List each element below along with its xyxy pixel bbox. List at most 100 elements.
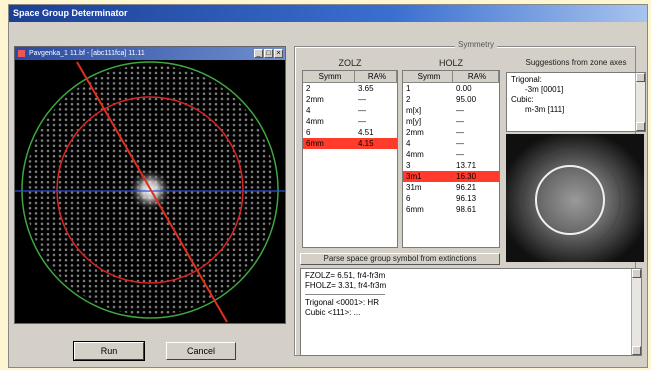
suggestion-line[interactable]: -3m [0001] — [525, 85, 564, 94]
symm-cell: 3m1 — [406, 172, 422, 181]
output-line: FHOLZ= 3.31, fr4-fr3m — [305, 281, 387, 290]
table-row[interactable]: 3 13.71 — [403, 160, 499, 171]
minimize-icon[interactable]: _ — [254, 49, 263, 58]
symm-cell: 3 — [406, 161, 411, 170]
output-line: Trigonal <0001>: HR — [305, 298, 379, 307]
symm-cell: 4mm — [306, 117, 324, 126]
ra-cell: — — [358, 106, 366, 115]
ra-cell: 16.30 — [456, 172, 477, 181]
close-icon[interactable]: × — [274, 49, 283, 58]
symm-cell: 2mm — [306, 95, 324, 104]
ra-cell: 13.71 — [456, 161, 477, 170]
ra-cell: 4.15 — [358, 139, 374, 148]
table-row[interactable]: m[y] — — [403, 116, 499, 127]
suggestions-list[interactable]: Trigonal: -3m [0001] Cubic: m-3m [111] — [506, 72, 646, 132]
column-header[interactable]: Symm — [303, 71, 355, 82]
outer-ring — [21, 61, 279, 319]
symm-cell: m[x] — [406, 106, 422, 115]
scroll-up-icon[interactable] — [632, 269, 641, 278]
symmetry-group-legend: Symmetry — [455, 40, 497, 49]
table-row[interactable]: 2mm — — [303, 94, 397, 105]
symm-cell: 1 — [406, 84, 411, 93]
ra-cell: 4.51 — [358, 128, 374, 137]
ra-cell: — — [456, 117, 464, 126]
suggestion-line[interactable]: m-3m [111] — [525, 105, 565, 114]
parse-space-group-button[interactable]: Parse space group symbol from extinction… — [300, 253, 500, 265]
symm-cell: 6mm — [306, 139, 324, 148]
symm-cell: 4 — [306, 106, 311, 115]
ra-cell: — — [456, 128, 464, 137]
ra-cell: — — [456, 150, 464, 159]
holz-title: HOLZ — [438, 58, 463, 68]
pattern-window-title: Pavgenka_1 11.bf - [abc111fca] 11.11 — [15, 47, 285, 60]
zone-ring — [535, 165, 605, 235]
table-row[interactable]: 4— — [403, 138, 499, 149]
table-row[interactable]: 3m1 16.30 — [403, 171, 499, 182]
pattern-window[interactable]: Pavgenka_1 11.bf - [abc111fca] 11.11 _ □… — [14, 46, 286, 324]
scroll-down-icon[interactable] — [632, 346, 641, 355]
table-row[interactable]: 6 96.13 — [403, 193, 499, 204]
table-row[interactable]: 6 4.51 — [303, 127, 397, 138]
suggestions-scrollbar[interactable] — [635, 73, 645, 131]
divider — [305, 294, 385, 295]
output-text[interactable]: FZOLZ= 6.51, fr4-fr3m FHOLZ= 3.31, fr4-f… — [300, 268, 642, 356]
mirror-line[interactable] — [76, 61, 228, 323]
zone-axis-image — [506, 134, 644, 262]
cancel-button[interactable]: Cancel — [166, 342, 236, 360]
symm-cell: 4mm — [406, 150, 424, 159]
window-controls: _ □ × — [254, 49, 283, 58]
ra-cell: 96.13 — [456, 194, 477, 203]
app-icon — [18, 50, 25, 57]
table-row[interactable]: 6mm 98.61 — [403, 204, 499, 215]
column-header[interactable]: Symm — [403, 71, 453, 82]
symm-cell: 6mm — [406, 205, 424, 214]
symm-cell: m[y] — [406, 117, 422, 126]
symm-cell: 6 — [306, 128, 311, 137]
symm-cell: 31m — [406, 183, 422, 192]
holz-table[interactable]: Symm RA% 1 0.00 2 95.00 m[x] — m[y] —2mm —4—4mm —… — [402, 70, 500, 248]
ra-cell: 3.65 — [358, 84, 374, 93]
symm-cell: 6 — [406, 194, 411, 203]
table-row[interactable]: 2 3.65 — [303, 83, 397, 94]
ra-cell: 95.00 — [456, 95, 477, 104]
maximize-icon[interactable]: □ — [264, 49, 273, 58]
column-header[interactable]: RA% — [453, 71, 499, 82]
symm-cell: 2mm — [406, 128, 424, 137]
ra-cell: — — [358, 117, 366, 126]
window-title: Space Group Determinator — [9, 5, 647, 22]
diffraction-pattern[interactable] — [15, 60, 285, 323]
zolz-title: ZOLZ — [338, 58, 362, 68]
run-button[interactable]: Run — [73, 341, 145, 361]
pattern-window-title-text: Pavgenka_1 11.bf - [abc111fca] 11.11 — [29, 50, 145, 57]
table-row[interactable]: 2mm — — [403, 127, 499, 138]
suggestion-line: Cubic: — [511, 95, 534, 104]
symm-cell: 2 — [406, 95, 411, 104]
table-header: Symm RA% — [303, 71, 397, 83]
ra-cell: — — [456, 106, 464, 115]
ra-cell: 0.00 — [456, 84, 472, 93]
ra-cell: — — [358, 95, 366, 104]
output-line: Cubic <111>: ... — [305, 308, 361, 317]
table-row[interactable]: 31m 96.21 — [403, 182, 499, 193]
zolz-table[interactable]: Symm RA% 2 3.65 2mm —4—4mm —6 4.51 6mm 4.15 — [302, 70, 398, 248]
ra-cell: 98.61 — [456, 205, 477, 214]
output-line: FZOLZ= 6.51, fr4-fr3m — [305, 271, 386, 280]
table-row[interactable]: 4mm — — [303, 116, 397, 127]
symm-cell: 2 — [306, 84, 311, 93]
table-row[interactable]: m[x] — — [403, 105, 499, 116]
ra-cell: — — [456, 139, 464, 148]
table-row[interactable]: 1 0.00 — [403, 83, 499, 94]
ra-cell: 96.21 — [456, 183, 477, 192]
output-scrollbar[interactable] — [631, 269, 641, 355]
scroll-down-icon[interactable] — [636, 122, 645, 131]
symm-cell: 4 — [406, 139, 411, 148]
table-row[interactable]: 4mm — — [403, 149, 499, 160]
table-header: Symm RA% — [403, 71, 499, 83]
table-row[interactable]: 6mm 4.15 — [303, 138, 397, 149]
table-row[interactable]: 2 95.00 — [403, 94, 499, 105]
column-header[interactable]: RA% — [355, 71, 397, 82]
scroll-up-icon[interactable] — [636, 73, 645, 82]
inner-ring — [56, 96, 244, 284]
table-row[interactable]: 4— — [303, 105, 397, 116]
suggestions-title: Suggestions from zone axes — [525, 58, 627, 67]
